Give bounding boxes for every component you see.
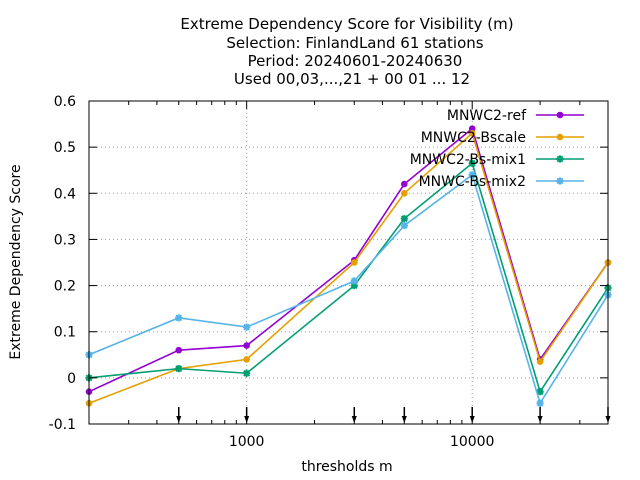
data-point-marker <box>468 159 476 167</box>
legend-label: MNWC-Bs-mix2 <box>419 174 526 190</box>
y-tick-label: -0.1 <box>49 417 76 433</box>
series-line <box>88 161 609 394</box>
legend: MNWC2-ref MNWC2-Bscale MNWC2-Bs-mix1 MNWC-B… <box>410 108 584 190</box>
plot-frame <box>88 100 609 425</box>
legend-entry-0: MNWC2-ref <box>447 108 584 124</box>
plot-series <box>85 125 612 407</box>
threshold-arrow-head <box>537 416 543 423</box>
title-line-4: Used 00,03,...,21 + 00 01 ... 12 <box>234 70 470 88</box>
threshold-arrow-head <box>351 416 357 423</box>
data-point-marker <box>536 399 544 407</box>
y-tick-label: 0.2 <box>54 279 76 295</box>
data-point-marker <box>401 189 408 197</box>
data-point-marker <box>468 125 476 132</box>
data-point-marker <box>350 281 358 290</box>
title-line-2: Selection: FinlandLand 61 stations <box>226 34 483 52</box>
series-line <box>88 173 609 406</box>
data-point-marker <box>243 323 251 331</box>
y-tick-label: 0.6 <box>54 94 76 110</box>
axes: -0.1 0 0.1 0.2 0.3 0.4 0.5 0.6 1000 10000 <box>49 94 609 450</box>
data-point-marker <box>536 388 544 396</box>
legend-entry-2: MNWC2-Bs-mix1 <box>410 152 584 168</box>
y-tick-label: 0 <box>67 371 76 387</box>
y-axis-label: Extreme Dependency Score <box>8 164 24 359</box>
threshold-arrow-head <box>176 416 182 423</box>
data-point-marker <box>556 111 564 119</box>
data-point-marker <box>243 369 251 377</box>
data-point-marker <box>401 180 408 188</box>
data-point-marker <box>536 358 544 366</box>
legend-entry-3: MNWC-Bs-mix2 <box>419 174 584 190</box>
threshold-arrow <box>351 407 357 423</box>
data-point-marker <box>400 221 408 230</box>
chart-title: Extreme Dependency Score for Visibility … <box>180 15 513 88</box>
y-tick-label: 0.1 <box>54 325 76 341</box>
data-point-marker <box>350 277 358 285</box>
legend-label: MNWC2-Bs-mix1 <box>410 152 526 168</box>
grid <box>89 101 608 424</box>
title-line-3: Period: 20240601-20240630 <box>248 52 463 70</box>
legend-entry-1: MNWC2-Bscale <box>421 130 584 146</box>
data-point-marker <box>175 346 183 354</box>
data-point-marker <box>243 356 250 363</box>
threshold-arrow <box>537 407 543 423</box>
data-point-marker <box>556 133 564 141</box>
data-point-marker <box>175 365 183 373</box>
data-point-marker <box>468 171 476 179</box>
title-line-1: Extreme Dependency Score for Visibility … <box>180 15 513 33</box>
series-0 <box>85 125 612 396</box>
threshold-arrow <box>176 407 182 423</box>
data-point-marker <box>556 155 564 163</box>
data-point-marker <box>468 130 476 137</box>
data-point-marker <box>175 314 183 322</box>
series-1 <box>85 130 612 407</box>
legend-label: MNWC2-ref <box>447 108 527 124</box>
data-point-marker <box>400 215 408 223</box>
data-point-marker <box>556 177 564 185</box>
x-tick-label: 10000 <box>450 434 495 450</box>
series-line <box>88 131 609 404</box>
y-tick-label: 0.4 <box>54 186 76 202</box>
y-tick-label: 0.3 <box>54 232 76 248</box>
series-line <box>88 127 609 393</box>
y-tick-label: 0.5 <box>54 140 76 156</box>
series-2 <box>85 159 612 396</box>
data-point-marker <box>350 259 358 266</box>
data-point-marker <box>243 342 250 349</box>
x-axis-label: thresholds m <box>301 459 392 475</box>
x-tick-label: 1000 <box>229 434 265 450</box>
threshold-arrow <box>401 407 407 423</box>
legend-label: MNWC2-Bscale <box>421 130 526 146</box>
threshold-arrow-head <box>401 416 407 423</box>
series-3 <box>85 171 612 407</box>
threshold-arrow-markers <box>176 407 611 423</box>
